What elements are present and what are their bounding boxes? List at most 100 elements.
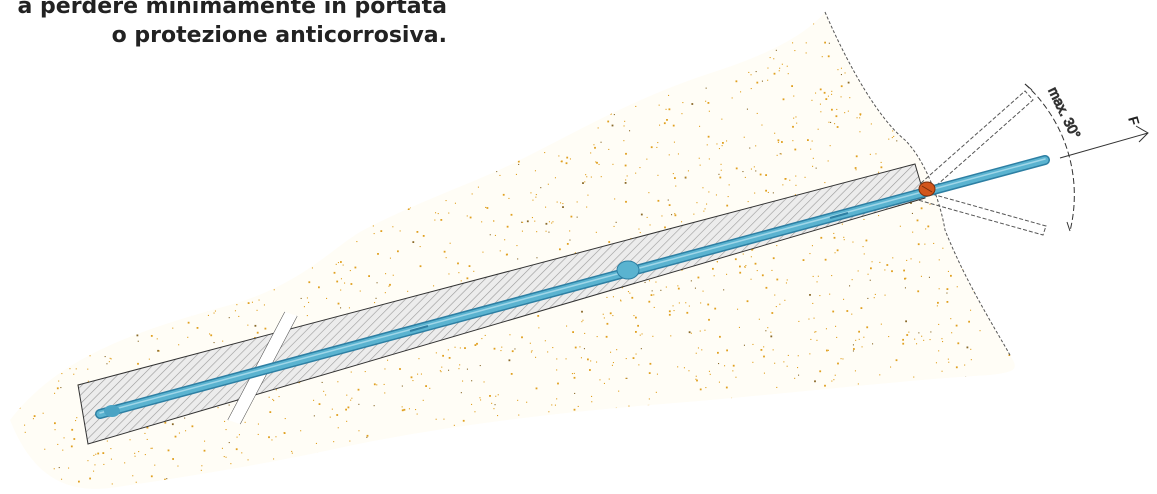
soil-particle (94, 98, 96, 100)
soil-particle (401, 207, 403, 209)
soil-particle (401, 100, 403, 103)
soil-particle (965, 171, 968, 174)
soil-particle (275, 113, 278, 116)
soil-particle (428, 95, 430, 97)
soil-particle (701, 349, 703, 351)
soil-particle (596, 336, 598, 338)
soil-particle (999, 417, 1001, 419)
soil-particle (824, 469, 826, 471)
soil-particle (88, 53, 90, 56)
soil-particle (373, 405, 375, 407)
soil-particle (966, 135, 968, 137)
soil-particle (923, 45, 925, 47)
soil-particle (854, 370, 856, 372)
soil-particle (345, 408, 347, 411)
soil-particle (406, 163, 408, 165)
soil-particle (58, 467, 60, 469)
soil-particle (918, 394, 920, 396)
soil-particle (597, 103, 599, 105)
soil-particle (976, 270, 978, 272)
soil-particle (164, 210, 166, 212)
soil-particle (648, 471, 651, 474)
soil-particle (151, 447, 153, 449)
soil-particle (859, 117, 861, 119)
soil-particle (798, 374, 800, 376)
soil-particle (502, 193, 505, 196)
soil-particle (646, 430, 648, 432)
soil-particle (1008, 419, 1011, 421)
soil-particle (879, 261, 881, 263)
soil-particle (271, 439, 273, 441)
soil-particle (725, 452, 727, 454)
soil-particle (780, 153, 782, 155)
soil-particle (866, 326, 869, 329)
soil-particle (415, 436, 417, 439)
soil-particle (850, 15, 852, 17)
soil-particle (556, 201, 558, 203)
soil-particle (486, 429, 488, 431)
soil-particle (607, 120, 610, 123)
soil-particle (935, 27, 937, 29)
soil-particle (917, 394, 919, 396)
soil-particle (732, 364, 735, 367)
soil-particle (840, 451, 842, 453)
soil-particle (961, 425, 963, 427)
soil-particle (707, 135, 710, 138)
soil-particle (459, 347, 461, 349)
soil-particle (92, 314, 94, 316)
soil-particle (449, 242, 451, 244)
soil-particle (765, 189, 767, 192)
soil-particle (35, 259, 37, 261)
soil-particle (941, 396, 943, 398)
soil-particle (371, 206, 373, 208)
soil-particle (325, 394, 327, 396)
soil-particle (602, 58, 605, 60)
soil-particle (690, 280, 692, 282)
soil-particle (376, 479, 378, 481)
soil-particle (726, 401, 728, 403)
soil-particle (562, 206, 564, 208)
soil-particle (171, 200, 173, 202)
soil-particle (76, 417, 78, 419)
soil-particle (559, 248, 561, 251)
soil-particle (974, 272, 976, 274)
soil-particle (236, 62, 238, 64)
soil-particle (601, 66, 603, 68)
soil-particle (478, 487, 480, 489)
soil-particle (41, 242, 43, 244)
soil-particle (95, 453, 97, 455)
soil-particle (912, 381, 914, 383)
soil-particle (983, 23, 985, 25)
soil-particle (840, 67, 842, 69)
soil-particle (824, 41, 826, 44)
soil-particle (810, 338, 812, 340)
soil-particle (454, 488, 457, 489)
soil-particle (775, 306, 777, 308)
soil-particle (919, 261, 921, 263)
soil-particle (185, 430, 187, 432)
soil-particle (144, 432, 146, 434)
soil-particle (340, 307, 342, 309)
soil-particle (849, 422, 851, 424)
soil-particle (628, 470, 630, 472)
soil-particle (129, 124, 131, 126)
soil-particle (625, 358, 627, 360)
soil-particle (421, 19, 423, 21)
soil-particle (447, 104, 449, 106)
soil-particle (649, 362, 652, 365)
soil-particle (71, 335, 73, 337)
soil-particle (230, 12, 232, 15)
soil-particle (582, 182, 584, 184)
soil-particle (755, 170, 757, 172)
soil-particle (187, 36, 189, 38)
soil-particle (743, 136, 745, 138)
soil-particle (962, 386, 965, 388)
soil-particle (974, 274, 976, 276)
soil-particle (579, 346, 581, 348)
soil-particle (362, 216, 364, 218)
soil-particle (418, 18, 420, 21)
soil-particle (28, 249, 31, 252)
soil-particle (832, 457, 834, 459)
soil-particle (603, 91, 605, 93)
